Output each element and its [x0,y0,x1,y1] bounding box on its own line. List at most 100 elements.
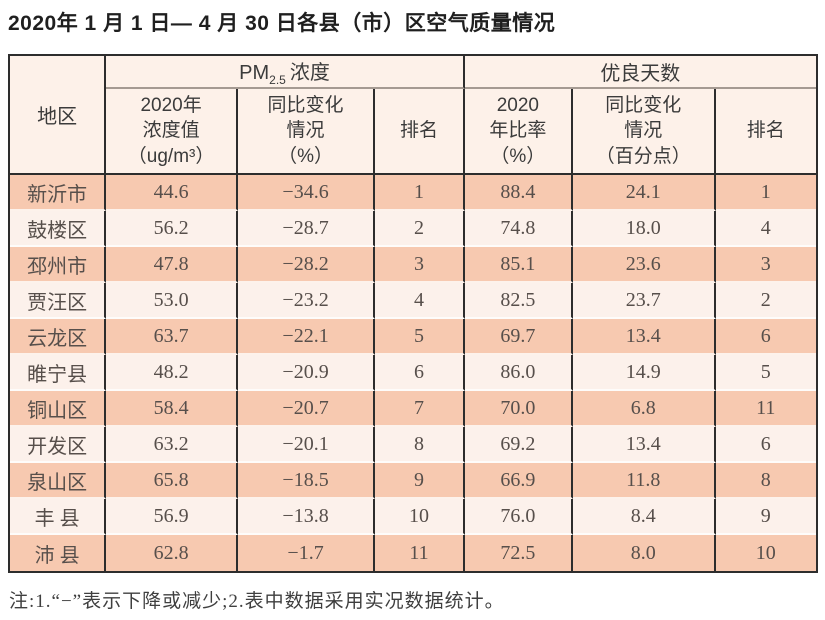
pm-value-cell: 56.9 [106,499,238,535]
pm-change-cell: −1.7 [237,535,376,571]
region-cell: 铜山区 [10,391,107,427]
good-ratio-cell: 69.7 [464,319,574,355]
good-ratio-cell: 86.0 [464,355,574,391]
table-row: 贾汪区 53.0 −23.2 4 82.5 23.7 2 [10,283,816,319]
col-group-pm25: PM2.5 浓度 [106,56,465,89]
region-cell: 开发区 [10,427,107,463]
good-ratio-cell: 74.8 [464,211,574,247]
col-header-pm-rank: 排名 [375,89,465,175]
good-ratio-cell: 82.5 [464,283,574,319]
pm-rank-cell: 10 [375,499,465,535]
good-change-cell: 14.9 [573,355,716,391]
good-ratio-cell: 70.0 [464,391,574,427]
col-header-good-rank: 排名 [715,89,816,175]
pm-value-cell: 53.0 [106,283,238,319]
region-cell: 贾汪区 [10,283,107,319]
table-row: 邳州市 47.8 −28.2 3 85.1 23.6 3 [10,247,816,283]
pm-rank-cell: 8 [375,427,465,463]
good-rank-cell: 1 [715,175,816,211]
table-row: 新沂市 44.6 −34.6 1 88.4 24.1 1 [10,175,816,211]
pm-change-cell: −20.1 [237,427,376,463]
region-cell: 鼓楼区 [10,211,107,247]
pm-rank-cell: 9 [375,463,465,499]
good-ratio-cell: 88.4 [464,175,574,211]
pm-change-cell: −34.6 [237,175,376,211]
pm-rank-cell: 2 [375,211,465,247]
good-ratio-cell: 69.2 [464,427,574,463]
good-change-cell: 13.4 [573,319,716,355]
pm-value-cell: 63.2 [106,427,238,463]
col-header-pm-value: 2020年 浓度值 （ug/m³） [106,89,238,175]
table-row: 鼓楼区 56.2 −28.7 2 74.8 18.0 4 [10,211,816,247]
good-change-cell: 24.1 [573,175,716,211]
air-quality-table: 地区 PM2.5 浓度 优良天数 2020年 浓度值 （ug/m³） 同比变化 情… [8,54,818,573]
table-row: 铜山区 58.4 −20.7 7 70.0 6.8 11 [10,391,816,427]
pm-rank-cell: 7 [375,391,465,427]
good-ratio-cell: 76.0 [464,499,574,535]
table-row: 泉山区 65.8 −18.5 9 66.9 11.8 8 [10,463,816,499]
good-change-cell: 18.0 [573,211,716,247]
table-row: 睢宁县 48.2 −20.9 6 86.0 14.9 5 [10,355,816,391]
header-sub-row: 2020年 浓度值 （ug/m³） 同比变化 情况 （%） 排名 2020 年比… [10,89,816,175]
good-ratio-cell: 66.9 [464,463,574,499]
region-cell: 邳州市 [10,247,107,283]
pm-change-cell: −18.5 [237,463,376,499]
pm-value-cell: 58.4 [106,391,238,427]
region-cell: 丰 县 [10,499,107,535]
pm-rank-cell: 4 [375,283,465,319]
region-cell: 沛 县 [10,535,107,571]
pm-rank-cell: 11 [375,535,465,571]
good-change-cell: 23.7 [573,283,716,319]
pm-value-cell: 56.2 [106,211,238,247]
header-group-row: 地区 PM2.5 浓度 优良天数 [10,56,816,175]
good-ratio-cell: 85.1 [464,247,574,283]
pm-change-cell: −13.8 [237,499,376,535]
good-change-cell: 13.4 [573,427,716,463]
pm-value-cell: 47.8 [106,247,238,283]
col-header-good-ratio: 2020 年比率 （%） [464,89,574,175]
pm-value-cell: 65.8 [106,463,238,499]
table-row: 开发区 63.2 −20.1 8 69.2 13.4 6 [10,427,816,463]
pm-change-cell: −20.9 [237,355,376,391]
col-header-pm-change: 同比变化 情况 （%） [237,89,376,175]
region-cell: 泉山区 [10,463,107,499]
good-rank-cell: 6 [715,319,816,355]
pm-change-cell: −23.2 [237,283,376,319]
good-rank-cell: 5 [715,355,816,391]
pm25-label: PM2.5 浓度 [239,62,330,87]
table-row: 丰 县 56.9 −13.8 10 76.0 8.4 9 [10,499,816,535]
good-rank-cell: 8 [715,463,816,499]
pm-rank-cell: 3 [375,247,465,283]
good-rank-cell: 11 [715,391,816,427]
pm-rank-cell: 5 [375,319,465,355]
region-cell: 新沂市 [10,175,107,211]
good-rank-cell: 6 [715,427,816,463]
pm-change-cell: −28.2 [237,247,376,283]
good-change-cell: 8.4 [573,499,716,535]
good-rank-cell: 9 [715,499,816,535]
good-rank-cell: 10 [715,535,816,571]
page-title: 2020年 1 月 1 日— 4 月 30 日各县（市）区空气质量情况 [8,12,556,35]
region-cell: 云龙区 [10,319,107,355]
good-rank-cell: 3 [715,247,816,283]
pm-change-cell: −20.7 [237,391,376,427]
table-row: 云龙区 63.7 −22.1 5 69.7 13.4 6 [10,319,816,355]
col-header-good-change: 同比变化 情况 （百分点） [573,89,716,175]
region-cell: 睢宁县 [10,355,107,391]
col-group-good-days: 优良天数 [464,56,816,89]
pm-rank-cell: 1 [375,175,465,211]
pm-value-cell: 48.2 [106,355,238,391]
pm-value-cell: 44.6 [106,175,238,211]
good-change-cell: 8.0 [573,535,716,571]
table-row: 沛 县 62.8 −1.7 11 72.5 8.0 10 [10,535,816,571]
pm-rank-cell: 6 [375,355,465,391]
good-change-cell: 23.6 [573,247,716,283]
good-rank-cell: 4 [715,211,816,247]
footnote: 注:1.“−”表示下降或减少;2.表中数据采用实况数据统计。 [9,591,505,612]
good-change-cell: 6.8 [573,391,716,427]
col-header-region: 地区 [10,56,107,175]
pm-change-cell: −28.7 [237,211,376,247]
pm-value-cell: 62.8 [106,535,238,571]
good-ratio-cell: 72.5 [464,535,574,571]
